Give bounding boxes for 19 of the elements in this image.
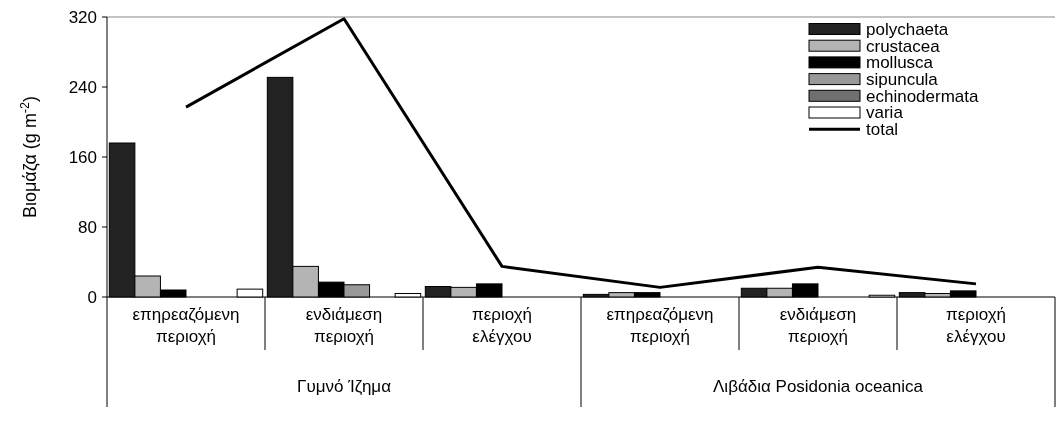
legend-label: mollusca [866, 53, 934, 73]
legend-label: sipuncula [866, 70, 939, 90]
line-series [184, 17, 978, 289]
y-tick-label: 80 [78, 217, 97, 237]
legend-label: varia [866, 103, 904, 123]
legend-label: total [866, 120, 899, 140]
legend-label: polychaeta [866, 19, 949, 39]
x-tick-label: περιοχή ελέγχου [945, 305, 1007, 346]
x-tick-label: ενδιάμεση περιοχή [305, 305, 383, 346]
text: Γυμνό Ίζημα [297, 377, 392, 396]
y-tick-label: 160 [68, 147, 97, 167]
y-tick-label: 320 [68, 7, 97, 27]
x-tick-label: επηρεαζόμενη περιοχή [606, 305, 714, 346]
x-tick-label: επηρεαζόμενη περιοχή [132, 305, 240, 346]
y-tick-label: 0 [87, 287, 97, 307]
x-tick-label: ενδιάμεση περιοχή [779, 305, 857, 346]
x-tick-label: περιοχή ελέγχου [471, 305, 533, 346]
y-tick-label: 240 [68, 77, 97, 97]
text: Λιβάδια Posidonia oceanica [713, 377, 924, 396]
